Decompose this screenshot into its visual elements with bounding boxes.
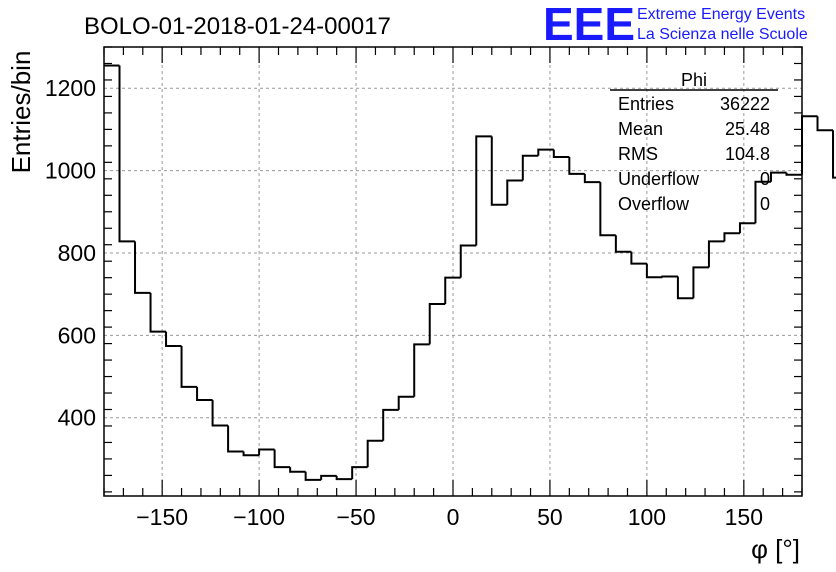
histogram-bin — [242, 451, 260, 457]
histogram-bin — [258, 448, 275, 456]
histogram-bin — [506, 179, 523, 205]
stats-row-label: Entries — [618, 94, 674, 114]
stats-row-label: Mean — [618, 119, 663, 139]
x-tick-label: −50 — [337, 504, 376, 530]
stats-rows: Entries 36222 Mean 25.48 RMS 104.8 Underflow 0 O… — [618, 94, 770, 214]
histogram-bin — [335, 475, 353, 481]
histogram-bin — [552, 149, 570, 158]
stats-row-value: 36222 — [720, 94, 770, 114]
logo-line-1: Extreme Energy Events — [637, 6, 805, 23]
histogram-bin — [134, 241, 151, 294]
histogram-bin — [366, 439, 384, 468]
x-tick-label: 0 — [447, 504, 460, 530]
histogram-bin — [428, 303, 446, 345]
histogram-bin — [413, 343, 430, 397]
histogram-bin — [382, 408, 399, 441]
histogram-bin — [196, 386, 213, 402]
histogram-bin — [692, 266, 709, 299]
stats-row-label: Underflow — [618, 169, 700, 189]
stats-row-value: 0 — [760, 169, 770, 189]
histogram-bin — [444, 276, 461, 305]
histogram-bin — [537, 148, 554, 156]
histogram-bin — [149, 292, 167, 333]
stats-title: Phi — [681, 70, 707, 90]
histogram-bin — [351, 466, 368, 480]
x-tick-label: 150 — [725, 504, 763, 530]
histogram-bin — [521, 154, 539, 181]
y-tick-label: 600 — [58, 322, 96, 348]
histogram-bin — [707, 240, 725, 268]
eee-logo-mark: EEE — [543, 0, 635, 50]
histogram-bin — [754, 180, 771, 224]
histogram-layer — [104, 64, 836, 481]
histogram-bin — [490, 136, 508, 206]
y-axis-label: Entries/bin — [6, 51, 36, 174]
histogram-bin — [289, 467, 306, 473]
histogram-bin — [599, 182, 616, 237]
histogram-bin — [304, 471, 322, 481]
histogram-bin — [661, 275, 678, 278]
histogram-bin — [118, 65, 136, 243]
histogram-bin — [816, 116, 834, 132]
stats-row-label: Overflow — [618, 194, 690, 214]
histogram-bin — [785, 172, 802, 176]
histogram-bin — [165, 331, 182, 348]
histogram-bin — [459, 244, 477, 278]
x-tick-label: 100 — [628, 504, 666, 530]
y-tick-label: 1000 — [45, 158, 96, 184]
x-tick-label: 50 — [537, 504, 563, 530]
x-axis-label: φ [°] — [751, 534, 800, 564]
x-tick-label: −100 — [233, 504, 285, 530]
histogram-bin — [211, 400, 229, 427]
histogram-bin — [738, 222, 756, 234]
histogram-bin — [273, 449, 291, 469]
chart-title: BOLO-01-2018-01-24-00017 — [84, 13, 391, 40]
histogram-bin — [227, 425, 244, 453]
grid-layer — [104, 47, 802, 496]
histogram-bin — [801, 115, 818, 175]
histogram-bin — [397, 395, 415, 410]
histogram-bin — [614, 235, 632, 253]
histogram-bin — [180, 346, 198, 388]
histogram-bin — [583, 173, 601, 184]
axes-layer — [103, 46, 803, 497]
histogram-bin — [769, 171, 787, 182]
y-tick-label: 400 — [58, 405, 96, 431]
stats-row-value: 0 — [760, 194, 770, 214]
histogram-bin — [320, 474, 337, 480]
histogram-bin — [475, 135, 492, 246]
histogram-bin — [568, 156, 585, 175]
stats-row-label: RMS — [618, 144, 658, 164]
histogram-bin — [723, 232, 740, 242]
stats-box: Phi Entries 36222 Mean 25.48 RMS 104.8 Underfl… — [610, 70, 778, 214]
y-tick-label: 1200 — [45, 75, 96, 101]
logo-line-2: La Scienza nelle Scuole — [637, 26, 808, 43]
histogram-bin — [630, 251, 647, 265]
histogram-bin — [676, 276, 694, 300]
x-tick-label: −150 — [136, 504, 188, 530]
histogram-bin — [832, 130, 836, 179]
y-tick-label: 800 — [58, 240, 96, 266]
stats-row-value: 25.48 — [725, 119, 770, 139]
stats-row-value: 104.8 — [725, 144, 770, 164]
histogram-bin — [645, 263, 663, 279]
tick-label-layer: −150 −100 −50 0 50 100 150 400 600 800 1000 1200 — [45, 75, 763, 530]
